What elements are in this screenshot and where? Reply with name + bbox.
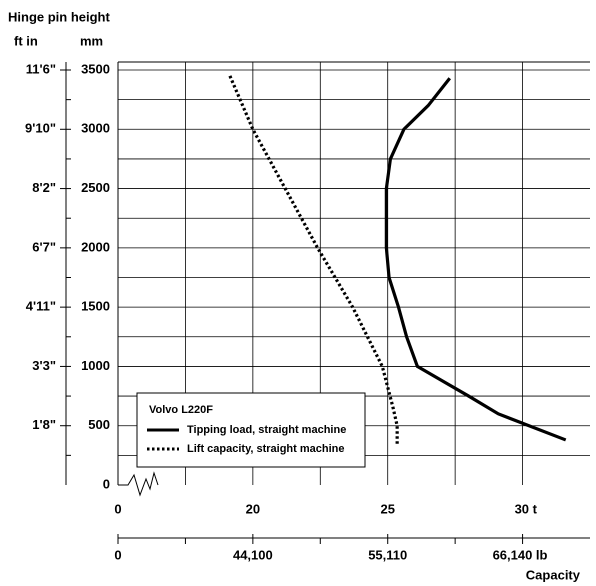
y2-tick-label: 4'11" xyxy=(26,299,56,314)
legend-label: Lift capacity, straight machine xyxy=(187,443,345,455)
x-tick-label: 20 xyxy=(246,501,260,516)
y-tick-label: 1500 xyxy=(81,299,110,314)
y-tick-label: 500 xyxy=(88,417,110,432)
y-tick-label: 0 xyxy=(103,476,110,491)
y2-tick-label: 1'8" xyxy=(32,417,56,432)
y2-tick-label: 11'6" xyxy=(26,61,56,76)
series-line xyxy=(228,75,399,445)
y-tick-label: 3000 xyxy=(81,121,110,136)
x2-tick-label: 55,110 xyxy=(368,547,407,562)
legend-title: Volvo L220F xyxy=(149,404,213,416)
y2-tick-label: 9'10" xyxy=(25,121,56,136)
y2-axis-unit: ft in xyxy=(14,33,38,48)
y-tick-label: 1000 xyxy=(81,358,110,373)
x-tick-label: 0 xyxy=(114,501,121,516)
x2-tick-label: 66,140 lb xyxy=(493,547,548,562)
y2-tick-label: 3'3" xyxy=(32,358,56,373)
axis-break xyxy=(118,471,159,497)
y-tick-label: 3500 xyxy=(81,61,110,76)
series-line xyxy=(384,77,567,442)
legend-label: Tipping load, straight machine xyxy=(187,424,346,436)
y-tick-label: 2500 xyxy=(81,180,110,195)
x-tick-label: 30 t xyxy=(515,501,538,516)
y-axis-unit: mm xyxy=(80,33,103,48)
y2-tick-label: 8'2" xyxy=(32,180,56,195)
x2-tick-label: 0 xyxy=(114,547,121,562)
y-axis-title: Hinge pin height xyxy=(8,9,110,24)
x-axis-title: Capacity xyxy=(526,567,581,582)
y-tick-label: 2000 xyxy=(81,239,110,254)
x2-tick-label: 44,100 xyxy=(233,547,273,562)
x-tick-label: 25 xyxy=(380,501,394,516)
y2-tick-label: 6'7" xyxy=(32,239,56,254)
legend: Volvo L220F Tipping load, straight machin… xyxy=(136,392,366,468)
